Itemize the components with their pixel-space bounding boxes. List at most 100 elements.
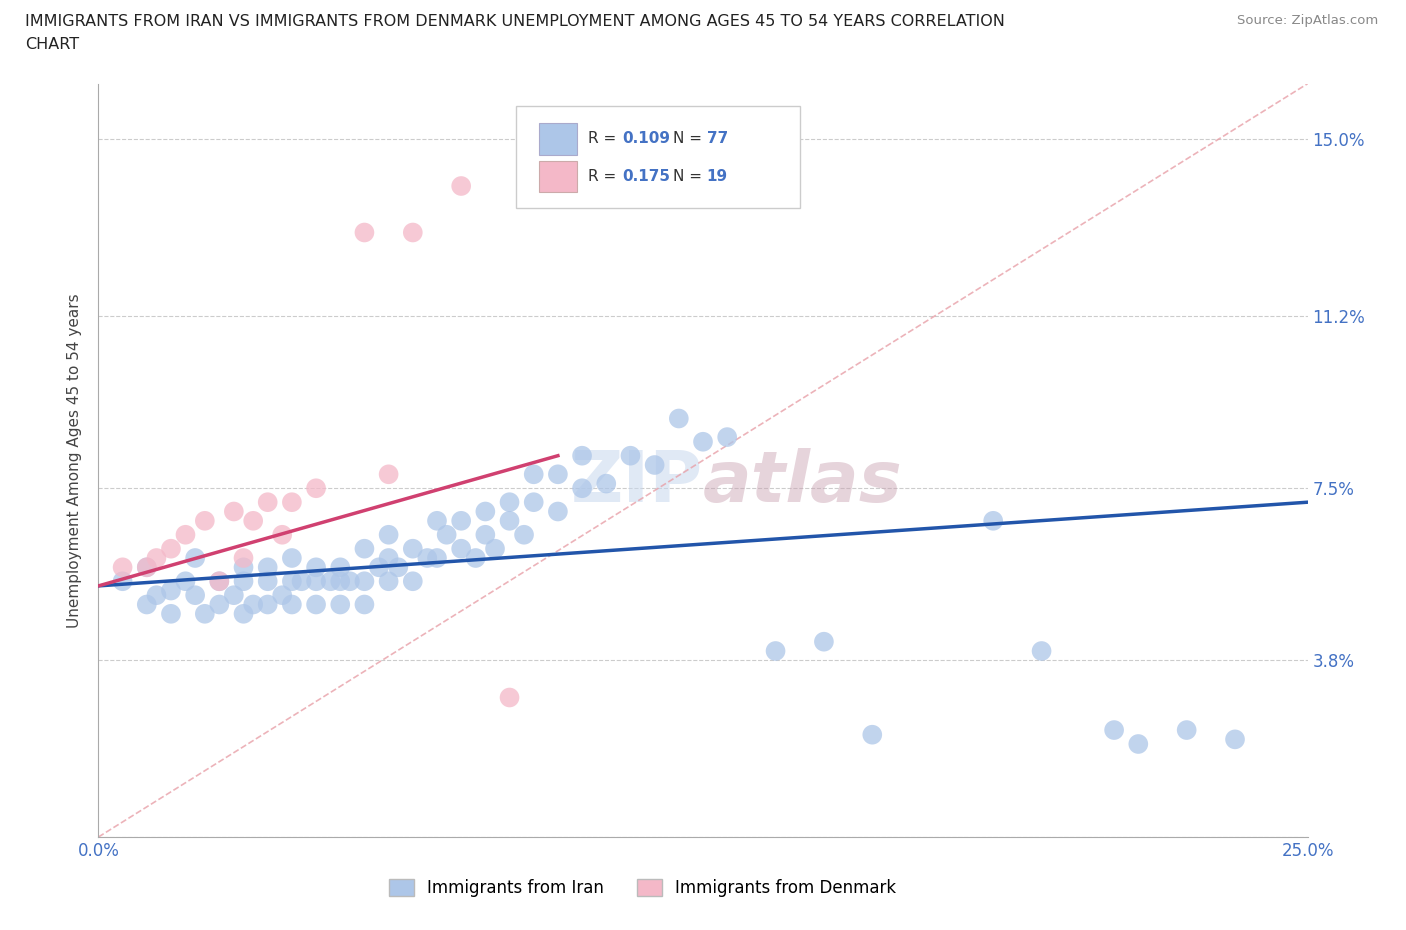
Point: [426, 551, 449, 565]
Text: ZIP: ZIP: [571, 448, 703, 517]
Point: [464, 551, 486, 565]
Legend: Immigrants from Iran, Immigrants from Denmark: Immigrants from Iran, Immigrants from De…: [382, 872, 903, 904]
Point: [222, 588, 245, 603]
Point: [271, 588, 294, 603]
Point: [426, 513, 449, 528]
Point: [305, 481, 328, 496]
Point: [281, 597, 304, 612]
Point: [377, 467, 399, 482]
Point: [194, 606, 217, 621]
Point: [281, 495, 304, 510]
Point: [595, 476, 617, 491]
Point: [402, 541, 425, 556]
Point: [160, 606, 183, 621]
Point: [860, 727, 883, 742]
Point: [111, 560, 134, 575]
Point: [271, 527, 294, 542]
Point: [1102, 723, 1125, 737]
Point: [281, 551, 304, 565]
Point: [377, 551, 399, 565]
Point: [208, 574, 231, 589]
Point: [339, 574, 361, 589]
FancyBboxPatch shape: [538, 161, 578, 193]
Point: [329, 574, 352, 589]
Point: [547, 504, 569, 519]
Point: [232, 560, 254, 575]
Point: [571, 448, 593, 463]
Point: [160, 541, 183, 556]
Point: [305, 597, 328, 612]
Point: [290, 574, 312, 589]
Point: [184, 551, 207, 565]
Point: [353, 597, 375, 612]
Text: atlas: atlas: [703, 448, 903, 517]
Point: [1128, 737, 1150, 751]
Point: [619, 448, 641, 463]
Point: [484, 541, 506, 556]
Point: [547, 467, 569, 482]
Point: [319, 574, 342, 589]
Point: [450, 179, 472, 193]
Text: N =: N =: [672, 169, 707, 184]
Point: [450, 513, 472, 528]
Y-axis label: Unemployment Among Ages 45 to 54 years: Unemployment Among Ages 45 to 54 years: [67, 293, 83, 628]
Point: [353, 225, 375, 240]
Text: N =: N =: [672, 131, 707, 146]
FancyBboxPatch shape: [516, 106, 800, 208]
Point: [305, 560, 328, 575]
Text: CHART: CHART: [25, 37, 79, 52]
Point: [174, 574, 197, 589]
Point: [377, 574, 399, 589]
Text: 19: 19: [707, 169, 728, 184]
Point: [256, 560, 278, 575]
Point: [305, 574, 328, 589]
Point: [184, 588, 207, 603]
Point: [416, 551, 439, 565]
Point: [644, 458, 666, 472]
Point: [353, 574, 375, 589]
Point: [1031, 644, 1053, 658]
Point: [571, 481, 593, 496]
Point: [1175, 723, 1198, 737]
Text: 0.175: 0.175: [621, 169, 671, 184]
Point: [242, 513, 264, 528]
Point: [145, 588, 167, 603]
Point: [692, 434, 714, 449]
Point: [329, 560, 352, 575]
Point: [135, 597, 157, 612]
Point: [498, 495, 520, 510]
Point: [256, 597, 278, 612]
Point: [813, 634, 835, 649]
Point: [513, 527, 536, 542]
Point: [716, 430, 738, 445]
Point: [232, 574, 254, 589]
Point: [208, 597, 231, 612]
Point: [232, 606, 254, 621]
Text: R =: R =: [588, 169, 621, 184]
Point: [135, 560, 157, 575]
Point: [474, 504, 496, 519]
Point: [242, 597, 264, 612]
Text: R =: R =: [588, 131, 621, 146]
Point: [256, 495, 278, 510]
Point: [474, 527, 496, 542]
Point: [498, 690, 520, 705]
Point: [523, 467, 546, 482]
Point: [222, 504, 245, 519]
Point: [523, 495, 546, 510]
Point: [208, 574, 231, 589]
Point: [256, 574, 278, 589]
Point: [387, 560, 409, 575]
Point: [160, 583, 183, 598]
Point: [194, 513, 217, 528]
Point: [668, 411, 690, 426]
FancyBboxPatch shape: [538, 123, 578, 154]
Point: [329, 597, 352, 612]
Point: [281, 574, 304, 589]
Point: [981, 513, 1004, 528]
Point: [135, 560, 157, 575]
Point: [1223, 732, 1246, 747]
Point: [450, 541, 472, 556]
Point: [111, 574, 134, 589]
Point: [765, 644, 787, 658]
